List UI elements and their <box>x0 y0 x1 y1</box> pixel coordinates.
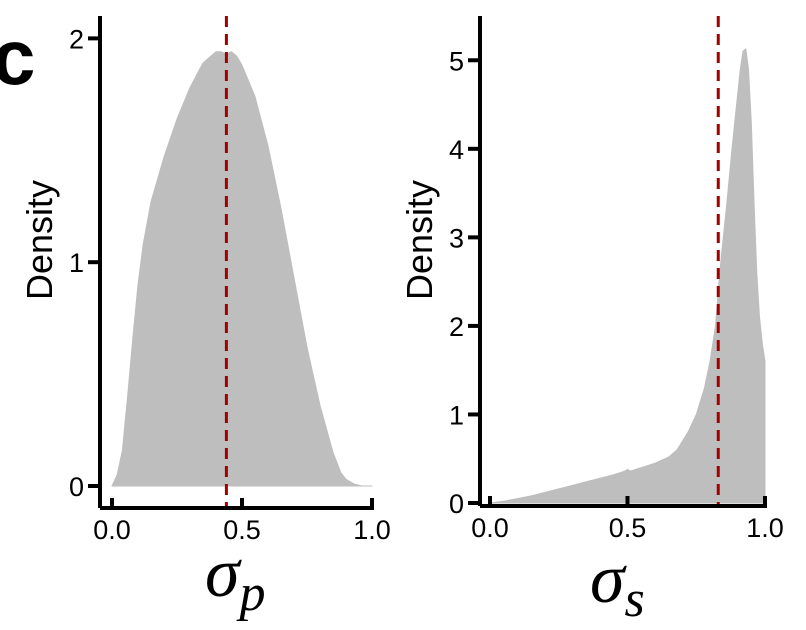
y-tick-label: 2 <box>69 24 84 54</box>
y-tick-label: 0 <box>69 472 84 502</box>
density-area <box>111 51 373 487</box>
x-axis-label-symbol: σ <box>590 541 627 618</box>
y-tick-label: 2 <box>449 312 464 342</box>
density-plot-sigma-p: 0 1 2 0.0 0.5 1.0 Density σp <box>19 16 391 622</box>
y-tick-label: 0 <box>449 489 464 519</box>
x-axis-label: σs <box>590 541 645 628</box>
y-axis-label: Density <box>399 180 440 300</box>
y-tick-label: 5 <box>449 46 464 76</box>
x-tick-label: 0.5 <box>223 515 261 545</box>
x-axis-label-subscript: s <box>625 571 645 628</box>
y-tick-label: 3 <box>449 223 464 253</box>
x-tick-label: 0.0 <box>471 513 509 543</box>
y-tick-label: 1 <box>449 400 464 430</box>
panel-label: c <box>0 13 35 101</box>
x-axis-label-subscript: p <box>236 565 266 622</box>
y-axis-label: Density <box>19 180 60 300</box>
y-tick-label: 4 <box>449 135 464 165</box>
x-tick-label: 1.0 <box>746 513 784 543</box>
density-area <box>489 48 766 504</box>
x-axis-label-symbol: σ <box>205 535 242 612</box>
x-tick-label: 0.5 <box>609 513 647 543</box>
y-tick-label: 1 <box>69 248 84 278</box>
x-axis-label: σp <box>205 535 266 622</box>
x-tick-label: 0.0 <box>93 515 131 545</box>
x-tick-label: 1.0 <box>353 515 391 545</box>
density-plot-sigma-s: 0 1 2 3 4 5 0.0 0.5 1.0 Density σs <box>399 16 784 628</box>
